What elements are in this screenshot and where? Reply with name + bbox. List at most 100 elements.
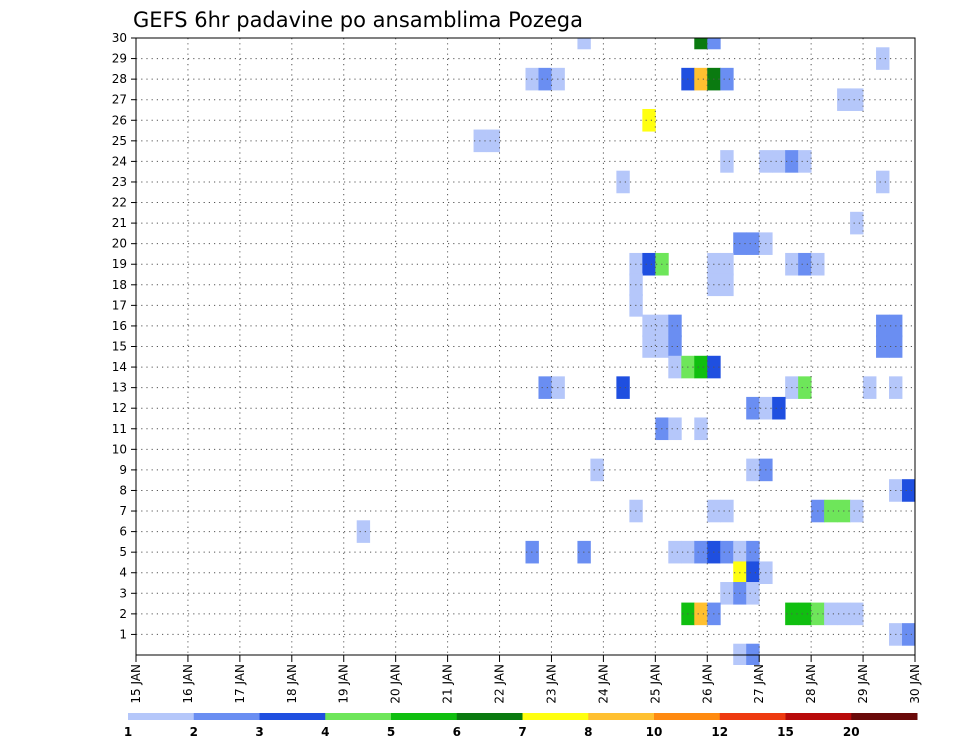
precip-cell <box>850 602 864 626</box>
precip-cell <box>668 314 682 338</box>
colorbar-label: 20 <box>843 725 860 739</box>
y-tick-label: 1 <box>119 627 127 641</box>
colorbar: 1 2 3 4 5 6 7 8 10 12 15 20 <box>124 713 918 739</box>
precip-cell <box>772 396 786 420</box>
colorbar-swatch <box>456 713 523 720</box>
y-tick-label: 27 <box>112 93 127 107</box>
precip-cell <box>746 232 760 255</box>
x-tick-label: 29 JAN <box>856 664 870 704</box>
precip-cell <box>798 252 812 276</box>
colorbar-label: 6 <box>453 725 461 739</box>
x-tick-label: 16 JAN <box>181 664 195 704</box>
x-tick-label: 17 JAN <box>233 664 247 704</box>
y-tick-label: 7 <box>119 504 127 518</box>
y-tick-label: 5 <box>119 545 127 559</box>
precip-cell <box>746 458 760 482</box>
precip-cell <box>577 38 591 50</box>
precip-cell <box>746 396 760 420</box>
y-tick-label: 10 <box>112 442 127 456</box>
precip-cell <box>590 458 604 482</box>
precip-cell <box>876 170 890 194</box>
y-tick-label: 12 <box>112 401 127 415</box>
x-tick-label: 27 JAN <box>752 664 766 704</box>
colorbar-label: 5 <box>387 725 395 739</box>
precip-cell <box>694 67 708 91</box>
y-tick-label: 29 <box>112 52 127 66</box>
precip-cell <box>668 417 682 441</box>
precip-cell <box>746 582 760 605</box>
colorbar-label: 15 <box>777 725 794 739</box>
precip-cell <box>668 540 682 564</box>
precip-cell <box>616 170 630 194</box>
precip-cell <box>642 108 656 132</box>
x-tick-label: 30 JAN <box>908 664 922 704</box>
y-tick-label: 24 <box>112 154 127 168</box>
precip-cell <box>798 602 812 626</box>
y-tick-label: 4 <box>119 566 127 580</box>
y-tick-label: 15 <box>112 340 127 354</box>
colorbar-label: 2 <box>190 725 198 739</box>
colorbar-swatch <box>851 713 918 720</box>
x-tick-label: 18 JAN <box>285 664 299 704</box>
precip-cell <box>850 88 864 111</box>
y-tick-label: 9 <box>119 463 127 477</box>
y-tick-label: 19 <box>112 257 127 271</box>
precip-cell <box>486 129 500 153</box>
y-tick-label: 22 <box>112 196 127 210</box>
precip-cell <box>772 150 786 173</box>
precip-cell <box>746 643 760 665</box>
precip-cell <box>876 314 890 338</box>
x-tick-label: 25 JAN <box>648 664 662 704</box>
y-tick-label: 18 <box>112 278 127 292</box>
precip-cell <box>733 643 747 665</box>
precip-cell <box>720 252 734 276</box>
colorbar-swatch <box>522 713 589 720</box>
plot-frame <box>135 37 916 656</box>
precip-cell <box>746 540 760 564</box>
colorbar-label: 3 <box>255 725 263 739</box>
y-tick-label: 13 <box>112 381 127 395</box>
x-tick-label: 23 JAN <box>544 664 558 704</box>
colorbar-swatch <box>193 713 260 720</box>
precip-cell <box>694 38 708 50</box>
x-tick-label: 26 JAN <box>700 664 714 704</box>
y-tick-label: 25 <box>112 134 127 148</box>
y-tick-label: 30 <box>112 31 127 45</box>
x-tick-label: 19 JAN <box>337 664 351 704</box>
colorbar-swatch <box>654 713 721 720</box>
y-axis: 1234567891011121314151617181920212223242… <box>112 31 136 641</box>
precip-cell <box>538 376 552 399</box>
precip-cell <box>538 67 552 91</box>
precip-cell <box>798 150 812 173</box>
x-tick-label: 15 JAN <box>129 664 143 704</box>
colorbar-swatch <box>719 713 786 720</box>
y-tick-label: 11 <box>112 422 127 436</box>
precip-cell <box>642 314 656 338</box>
precip-cell <box>356 520 371 543</box>
x-tick-label: 22 JAN <box>493 664 507 704</box>
y-tick-label: 20 <box>112 237 127 251</box>
precip-cell <box>642 335 656 358</box>
y-tick-label: 23 <box>112 175 127 189</box>
precip-cell <box>850 211 864 235</box>
y-tick-label: 3 <box>119 586 127 600</box>
y-tick-label: 28 <box>112 72 127 86</box>
precip-cell <box>694 417 708 441</box>
colorbar-swatch <box>785 713 852 720</box>
precip-cell <box>720 67 734 91</box>
x-tick-label: 24 JAN <box>596 664 610 704</box>
colorbar-swatch <box>391 713 458 720</box>
y-tick-label: 16 <box>112 319 127 333</box>
precip-cell <box>720 499 734 523</box>
precip-cell <box>694 602 708 626</box>
precip-cell <box>850 499 864 523</box>
precip-cell <box>902 623 916 646</box>
y-tick-label: 6 <box>119 525 127 539</box>
precip-cell <box>876 335 890 358</box>
precip-cell <box>694 540 708 564</box>
precip-cell <box>668 355 682 379</box>
precip-cell <box>824 602 838 626</box>
y-tick-label: 26 <box>112 113 127 127</box>
y-tick-label: 8 <box>119 483 127 497</box>
